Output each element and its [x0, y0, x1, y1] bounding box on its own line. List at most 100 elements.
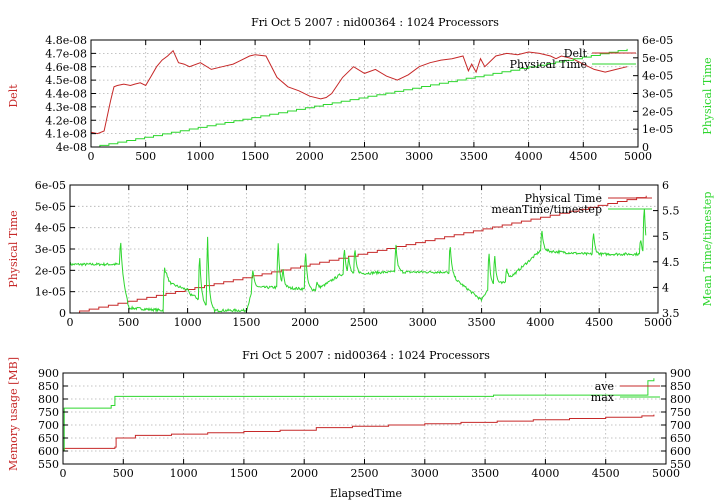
y-tick-label: 5e-05: [35, 200, 66, 213]
y-tick-label: 4.4e-08: [45, 88, 87, 101]
x-tick-label: 1000: [170, 467, 198, 480]
x-tick-label: 1500: [232, 316, 260, 329]
y2-tick-label: 750: [670, 406, 691, 419]
y2-tick-label: 6: [662, 179, 669, 192]
grid: [63, 373, 666, 464]
y-tick-label: 650: [38, 432, 59, 445]
y2-tick-label: 0: [642, 141, 649, 154]
x-tick-label: 2000: [290, 467, 318, 480]
y2-tick-label: 4e-05: [642, 70, 673, 83]
y-tick-label: 3e-05: [35, 243, 66, 256]
legend-label-physical-time: Physical Time: [510, 58, 587, 71]
x-tick-label: 0: [88, 150, 95, 163]
y2-tick-label: 6e-05: [642, 34, 673, 47]
x-tick-label: 4500: [569, 150, 597, 163]
x-tick-label: 3000: [409, 316, 437, 329]
series-line-max: [63, 378, 655, 452]
y2-tick-label: 550: [670, 458, 691, 471]
y-tick-label: 4e-05: [35, 222, 66, 235]
memory-usage-chart: Fri Oct 5 2007 : nid00364 : 1024 Process…: [7, 349, 691, 500]
y-tick-label: 800: [38, 393, 59, 406]
x-tick-label: 5000: [652, 467, 680, 480]
series-line-physical-time: [91, 48, 628, 148]
y-tick-label: 4.1e-08: [45, 128, 87, 141]
x-tick-label: 3500: [468, 316, 496, 329]
y-tick-label: 700: [38, 419, 59, 432]
x-tick-label: 0: [60, 467, 67, 480]
y-tick-label: 4.7e-08: [45, 47, 87, 60]
y2-tick-label: 3e-05: [642, 88, 673, 101]
y2-tick-label: 1e-05: [642, 123, 673, 136]
x-tick-label: 4500: [592, 467, 620, 480]
y2-tick-label: 5: [662, 230, 669, 243]
x-tick-label: 4000: [515, 150, 543, 163]
y-tick-label: 0: [59, 307, 66, 320]
y2-tick-label: 4: [662, 281, 669, 294]
x-tick-label: 2500: [351, 150, 379, 163]
y-tick-label: 4.8e-08: [45, 34, 87, 47]
y2-tick-label: 5e-05: [642, 52, 673, 65]
x-tick-label: 1000: [174, 316, 202, 329]
x-axis-label: ElapsedTime: [330, 487, 402, 500]
legend-label-mean-time-timestep: meanTime/timestep: [491, 203, 602, 216]
y2-tick-label: 850: [670, 380, 691, 393]
delt-physical-time-chart: Fri Oct 5 2007 : nid00364 : 1024 Process…: [7, 16, 714, 163]
legend-label-physical-time: Physical Time: [525, 192, 602, 205]
y-tick-label: 550: [38, 458, 59, 471]
tick-labels: 0 500 1000 1500 2000 2500 3000 3500 4000 4500 5000…: [35, 179, 680, 329]
grid: [70, 185, 658, 313]
y2-tick-label: 600: [670, 445, 691, 458]
x-tick-label: 4000: [526, 316, 554, 329]
x-tick-label: 0: [67, 316, 74, 329]
x-tick-label: 1000: [186, 150, 214, 163]
y-tick-label: 4.3e-08: [45, 101, 87, 114]
legend: Delt Physical Time: [510, 47, 636, 71]
series-line-delt: [90, 49, 628, 135]
legend-label-delt: Delt: [564, 47, 588, 60]
legend: ave max: [591, 380, 660, 404]
grid: [91, 40, 638, 147]
series-group: [63, 378, 655, 452]
y-tick-label: 850: [38, 380, 59, 393]
y-axis-label: Physical Time: [7, 210, 20, 287]
x-tick-label: 1500: [241, 150, 269, 163]
x-tick-label: 500: [118, 316, 139, 329]
x-tick-label: 2500: [350, 316, 378, 329]
series-line-ave: [63, 414, 655, 452]
y-axis-label: Delt: [7, 84, 20, 108]
y-tick-label: 4.2e-08: [45, 114, 87, 127]
physical-time-mean-timestep-chart: 0 500 1000 1500 2000 2500 3000 3500 4000 4500 5000…: [7, 179, 714, 329]
y-tick-label: 1e-05: [35, 286, 66, 299]
x-tick-label: 4500: [585, 316, 613, 329]
chart-title: Fri Oct 5 2007 : nid00364 : 1024 Process…: [251, 16, 499, 29]
x-tick-label: 3500: [460, 150, 488, 163]
series-line-physical-time: [70, 195, 647, 314]
x-tick-label: 3500: [471, 467, 499, 480]
x-tick-label: 5000: [644, 316, 672, 329]
y-tick-label: 600: [38, 445, 59, 458]
series-group: [90, 48, 628, 148]
x-tick-label: 500: [113, 467, 134, 480]
x-tick-label: 3000: [405, 150, 433, 163]
x-tick-label: 2000: [296, 150, 324, 163]
chart-title: Fri Oct 5 2007 : nid00364 : 1024 Process…: [242, 349, 490, 362]
y-tick-label: 2e-05: [35, 264, 66, 277]
y-tick-label: 4.5e-08: [45, 74, 87, 87]
y2-tick-label: 3.5: [662, 307, 680, 320]
x-tick-label: 2500: [351, 467, 379, 480]
series-line-meantime-timestep: [69, 208, 647, 314]
y2-tick-label: 650: [670, 432, 691, 445]
y-tick-label: 4e-08: [56, 141, 87, 154]
y2-tick-label: 4.5: [662, 256, 680, 269]
legend-label-max: max: [591, 391, 615, 404]
y-tick-label: 750: [38, 406, 59, 419]
x-tick-label: 3000: [411, 467, 439, 480]
series-group: [69, 195, 647, 314]
tick-labels: 0 500 1000 1500 2000 2500 3000 3500 4000 4500 5000…: [45, 34, 673, 163]
tick-labels: 0 500 1000 1500 2000 2500 3000 3500 4000 4500 5000…: [38, 367, 691, 480]
y2-tick-label: 700: [670, 419, 691, 432]
x-tick-label: 1500: [230, 467, 258, 480]
y2-tick-label: 900: [670, 367, 691, 380]
y-tick-label: 6e-05: [35, 179, 66, 192]
